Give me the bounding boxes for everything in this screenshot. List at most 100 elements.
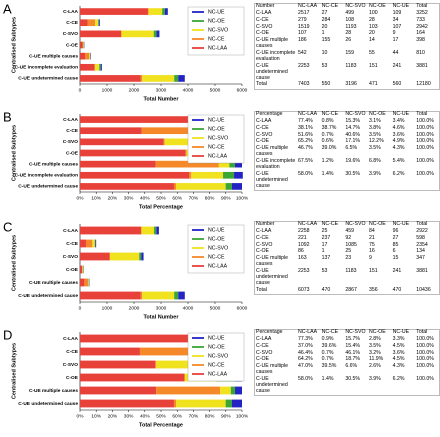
table-cell: 134 <box>416 248 425 255</box>
x-tick-label: 70% <box>189 195 199 201</box>
bar-segment <box>156 226 159 235</box>
x-tick-label: 6000 <box>237 305 248 311</box>
table-cell: 10436 <box>416 286 431 293</box>
table-cell: C-LAA <box>256 336 272 343</box>
table-cell: 3.5% <box>368 131 381 138</box>
table-cell: 92 <box>345 234 352 241</box>
table-cell: 96 <box>392 228 399 235</box>
table-cell: 65.2% <box>298 138 313 145</box>
x-tick-label: 80% <box>205 195 215 201</box>
x-tick-label: 2000 <box>129 305 140 311</box>
y-tick-label: C-LAA <box>63 336 78 342</box>
table-cell: 237 <box>321 234 331 241</box>
x-axis-title: Total Number <box>143 96 179 102</box>
bar-segment <box>80 149 186 157</box>
legend-label: NC-SVO <box>208 27 228 33</box>
legend-label: NC-UE <box>208 227 225 233</box>
y-tick-label: C-SVO <box>63 362 78 368</box>
table-cell: 7403 <box>298 81 310 88</box>
bar-segment <box>99 63 101 71</box>
table-cell: C-SVO <box>256 349 273 356</box>
table-header-cell: NC-SVO <box>345 3 366 10</box>
data-table: Percentage NC-LAA NC-CE NC-SVO NC-OE NC-UE Tot… <box>254 111 440 191</box>
x-tick-label: 40% <box>140 413 150 419</box>
table-cell: 164 <box>416 30 425 37</box>
table-cell: 21 <box>368 234 375 241</box>
bar-segment <box>98 19 100 27</box>
table-cell: 3.4% <box>392 118 405 125</box>
table-cell: 17.1% <box>345 138 361 145</box>
table-cell: C-UE undetermined cause <box>256 375 288 394</box>
table-row: C-UE multiple causes 47.0% 39.5% 6.6% 2.6% 4.… <box>255 363 439 377</box>
x-tick-label: 0 <box>79 305 82 311</box>
bar-segment <box>121 30 122 38</box>
table-cell: 67.5% <box>298 157 313 164</box>
table-cell: 186 <box>298 37 307 44</box>
x-tick-label: 20% <box>108 195 118 201</box>
table-cell: C-LAA <box>256 118 272 125</box>
table-cell: C-SVO <box>256 23 273 30</box>
table-cell: 39.5% <box>321 363 337 370</box>
legend-label: NC-OE <box>208 18 225 24</box>
table-cell: Total <box>256 286 267 293</box>
table-cell: 9 <box>368 255 372 262</box>
bar-segment <box>223 171 235 179</box>
table-cell: 2942 <box>416 23 428 30</box>
table-cell: 598 <box>416 234 425 241</box>
bar-segment <box>95 19 99 27</box>
bar-segment <box>184 373 186 382</box>
y-tick-label: C-OE <box>66 375 79 381</box>
table-row: C-UE multiple causes 46.7% 39.0% 6.5% 3.5% 4.… <box>255 145 439 159</box>
table-header-cell: Percentage <box>256 111 283 118</box>
x-tick-label: 50% <box>156 413 166 419</box>
legend-label: NC-LAA <box>208 263 228 269</box>
x-tick-label: 90% <box>221 413 231 419</box>
table-cell: 3881 <box>416 62 428 69</box>
table-cell: 470 <box>392 286 402 293</box>
x-tick-label: 4000 <box>183 87 194 93</box>
bar-segment <box>80 373 185 382</box>
table-cell: 2517 <box>298 10 310 17</box>
table-row: C-UE undetermined cause 58.0% 1.4% 30.5% 3.9… <box>255 171 439 190</box>
table-cell: C-OE <box>256 138 269 145</box>
table-cell: 30.5% <box>345 170 361 177</box>
table-header-row: Percentage NC-LAA NC-CE NC-SVO NC-OE NC-UE Tot… <box>255 330 439 337</box>
table-cell: 47.0% <box>298 363 313 370</box>
table-cell: 241 <box>392 62 402 69</box>
table-cell: 356 <box>368 286 378 293</box>
table-cell: 137 <box>321 255 331 262</box>
legend-label: NC-UE <box>208 9 225 15</box>
y-tick-label: C-LAA <box>63 117 78 123</box>
table-cell: 85 <box>392 241 399 248</box>
bar-segment <box>140 291 143 300</box>
data-table: Percentage NC-LAA NC-CE NC-SVO NC-OE NC-UE Tot… <box>254 329 440 397</box>
bar-segment <box>234 171 243 179</box>
bar-segment <box>121 30 154 38</box>
table-cell: C-CE <box>256 234 269 241</box>
table-cell: 38.1% <box>298 124 313 131</box>
bar-segment <box>176 399 226 408</box>
bar-segment <box>178 75 185 82</box>
table-cell: 100.0% <box>416 131 434 138</box>
table-row: C-LAA 77.4% 0.8% 15.3% 3.1% 3.4% 100.0% <box>255 118 439 126</box>
table-cell: C-LAA <box>256 228 272 235</box>
table-cell: C-OE <box>256 248 269 255</box>
legend-box <box>187 332 245 382</box>
x-tick-label: 3000 <box>156 305 167 311</box>
table-cell: 58.0% <box>298 375 313 382</box>
y-tick-label: C-OE <box>66 150 79 156</box>
table-cell: 4.9% <box>392 138 405 145</box>
table-cell: 15.7% <box>345 336 361 343</box>
table-cell: 14.7% <box>345 124 361 131</box>
bar-segment <box>178 291 185 300</box>
table-cell: 10 <box>321 49 328 56</box>
y-tick-label: C-UE undetermined cause <box>18 401 78 407</box>
y-tick-label: C-UE multiple causes <box>29 53 78 59</box>
table-cell: 1092 <box>298 241 310 248</box>
table-cell: 3.9% <box>368 375 381 382</box>
table-cell: 28 <box>345 30 352 37</box>
bar-segment <box>139 347 205 356</box>
table-cell: 100.0% <box>416 157 434 164</box>
legend-label: NC-SVO <box>208 135 228 141</box>
y-tick-label: C-LAA <box>63 228 78 234</box>
